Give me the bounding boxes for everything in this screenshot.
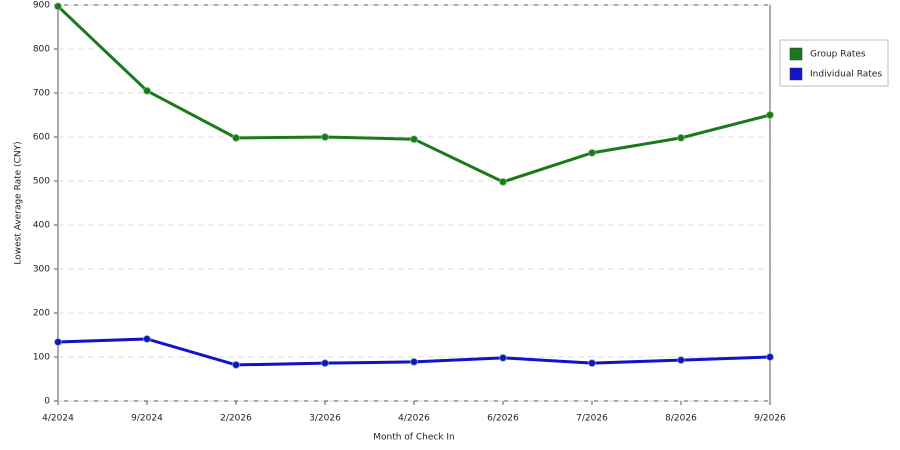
x-tick-label: 2/2026 [220, 414, 252, 424]
y-axis-label: Lowest Average Rate (CNY) [14, 141, 24, 264]
x-tick-label: 9/2024 [131, 414, 163, 424]
legend-swatch [789, 47, 803, 61]
point [143, 334, 151, 343]
y-tick-label: 600 [33, 133, 50, 143]
y-tick-label: 100 [33, 353, 50, 363]
y-tick-label: 500 [33, 177, 50, 187]
x-axis-label: Month of Check In [373, 433, 455, 443]
point [588, 359, 596, 368]
legend-label: Group Rates [810, 50, 866, 60]
y-tick-label: 400 [33, 221, 50, 231]
y-tick-label: 900 [33, 1, 50, 11]
y-tick-label: 800 [33, 45, 50, 55]
point [410, 135, 418, 144]
plot-area [57, 4, 771, 402]
point [677, 133, 685, 142]
x-tick-label: 6/2026 [487, 414, 519, 424]
point [54, 338, 62, 347]
x-tick-label: 9/2026 [754, 414, 786, 424]
point [499, 177, 507, 186]
y-tick-label: 300 [33, 265, 50, 275]
y-tick-label: 0 [44, 397, 50, 407]
x-tick-label: 8/2026 [665, 414, 697, 424]
point [766, 353, 774, 361]
point [499, 353, 507, 362]
point [232, 133, 240, 142]
point [54, 2, 62, 11]
point [766, 111, 774, 119]
x-tick-label: 7/2026 [576, 414, 608, 424]
point [143, 86, 151, 95]
y-tick-label: 700 [33, 89, 50, 99]
point [232, 360, 240, 369]
point [677, 356, 685, 365]
x-tick-label: 4/2024 [42, 414, 74, 424]
x-tick-label: 3/2026 [309, 414, 341, 424]
point [321, 359, 329, 368]
legend-label: Individual Rates [810, 70, 882, 80]
legend-swatch [789, 67, 803, 81]
point [588, 148, 596, 157]
point [321, 133, 329, 141]
point [410, 357, 418, 366]
x-tick-label: 4/2026 [398, 414, 430, 424]
y-tick-label: 200 [33, 309, 50, 319]
